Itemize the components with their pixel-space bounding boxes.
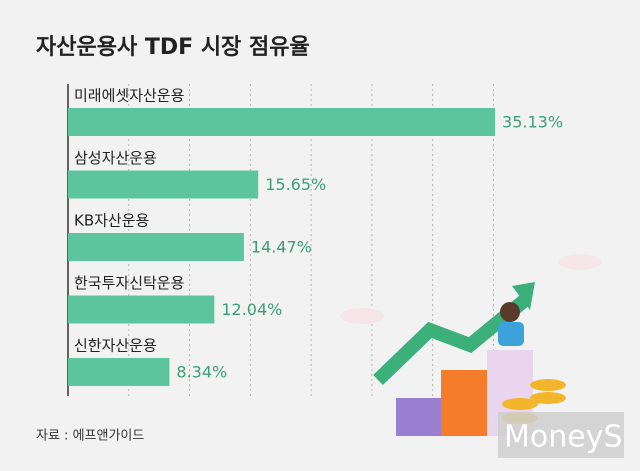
bar [68,108,496,136]
bar [68,358,170,386]
value-label: 12.04% [221,300,282,319]
chart-title: 자산운용사 TDF 시장 점유율 [36,35,310,60]
bar [68,295,215,324]
value-label: 35.13% [502,113,563,132]
bar [68,170,259,199]
category-label: 신한자산운용 [74,337,157,355]
value-label: 8.34% [176,363,227,382]
category-label: 삼성자산운용 [74,149,157,167]
illustration [340,254,624,458]
category-label: 한국투자신탁운용 [74,274,184,292]
bar [68,233,244,261]
source-note: 자료 : 에프앤가이드 [36,429,144,444]
watermark: MoneyS [504,420,623,455]
value-label: 15.65% [265,175,326,194]
value-label: 14.47% [251,238,312,257]
category-label: KB자산운용 [74,212,149,230]
category-label: 미래에셋자산운용 [74,87,184,105]
